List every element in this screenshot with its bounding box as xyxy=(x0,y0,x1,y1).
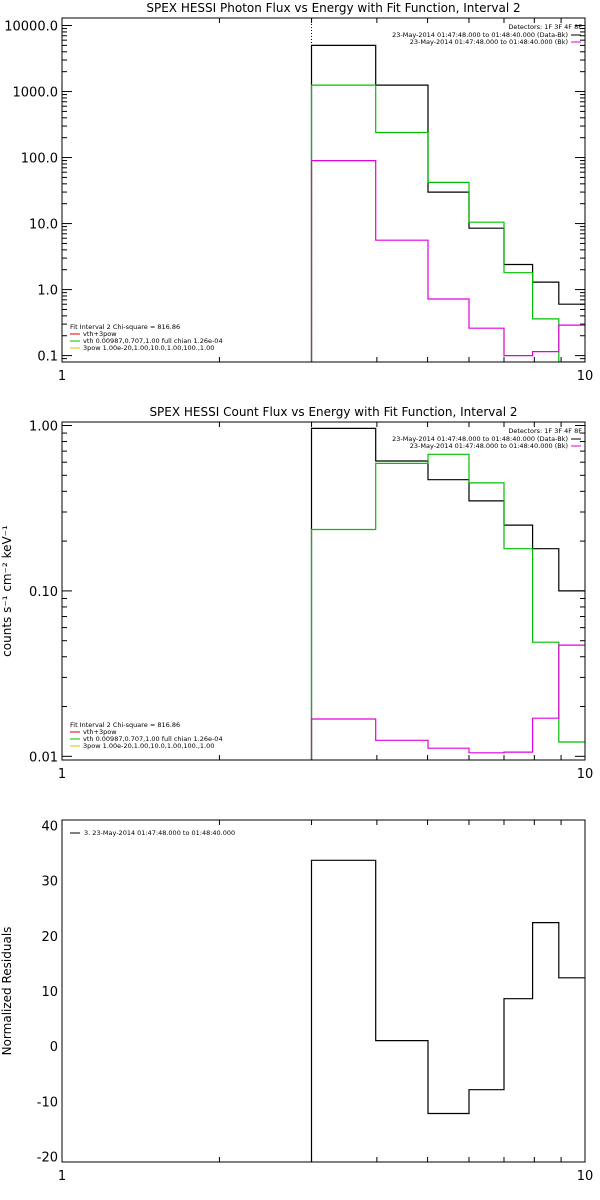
y-tick-label: -20 xyxy=(37,1150,58,1165)
legend-fit-header: Fit Interval 2 Chi-square = 816.86 xyxy=(70,721,180,729)
y-tick-label: 100.0 xyxy=(21,152,58,167)
legend-detectors: Detectors: 1F 3F 4F 8F xyxy=(508,427,582,435)
y-axis-label: counts s⁻¹ cm⁻² keV⁻¹ xyxy=(0,525,14,657)
x-tick-label: 1 xyxy=(58,369,66,384)
y-tick-label: 10.0 xyxy=(29,218,58,233)
chart-panel-1: SPEX HESSI Photon Flux vs Energy with Fi… xyxy=(4,1,593,384)
y-tick-label: 0.1 xyxy=(37,350,58,365)
plot-frame xyxy=(61,819,586,1163)
series-line-3 xyxy=(310,644,585,760)
legend-entry-label: 3pow 1.00e-20,1.00,10.0,1.00,100.,1.00 xyxy=(83,344,214,352)
series-group xyxy=(310,44,585,362)
legend-entry-label: vth+3pow xyxy=(83,728,117,736)
y-tick-label: 40 xyxy=(41,820,58,835)
series-line-1 xyxy=(310,427,585,760)
series-group xyxy=(310,427,585,760)
plot-frame xyxy=(61,421,586,761)
chart-panel-2: SPEX HESSI Count Flux vs Energy with Fit… xyxy=(0,405,593,782)
legend-entry-label: vth 0.00987,0.707,1.00 full chian 1.26e-… xyxy=(83,337,223,345)
y-tick-label: 1000.0 xyxy=(13,86,59,101)
legend-detectors: Detectors: 1F 3F 4F 8F xyxy=(508,23,582,31)
x-tick-label: 10 xyxy=(577,767,594,782)
legend-entry-label: 3. 23-May-2014 01:47:48.000 to 01:48:40.… xyxy=(84,829,235,837)
legend-entry-label: 23-May-2014 01:47:48.000 to 01:48:40.000… xyxy=(392,31,568,39)
plot-frame xyxy=(61,17,586,363)
y-tick-label: 1.0 xyxy=(37,284,58,299)
series-group xyxy=(310,859,585,1162)
legend-entry-label: vth 0.00987,0.707,1.00 full chian 1.26e-… xyxy=(83,735,223,743)
legend-fit-header: Fit Interval 2 Chi-square = 816.86 xyxy=(70,323,180,331)
x-tick-label: 1 xyxy=(58,1169,66,1184)
y-tick-label: 0.10 xyxy=(29,585,58,600)
chart-panel-3: Normalized Residuals 1 10 -20 -10 0 10 20 30 40 3.… xyxy=(0,819,594,1184)
x-tick-label: 10 xyxy=(577,369,594,384)
legend-entry-label: vth+3pow xyxy=(83,330,117,338)
y-tick-label: 10000.0 xyxy=(4,20,58,35)
x-tick-label: 1 xyxy=(58,767,66,782)
chart-title: SPEX HESSI Count Flux vs Energy with Fit… xyxy=(149,405,517,419)
y-tick-label: 1.00 xyxy=(29,420,58,435)
chart-title: SPEX HESSI Photon Flux vs Energy with Fi… xyxy=(146,1,520,15)
x-tick-label: 10 xyxy=(577,1169,594,1184)
y-tick-label: 10 xyxy=(41,985,58,1000)
y-tick-label: 0.01 xyxy=(29,750,58,765)
y-tick-label: -10 xyxy=(37,1095,58,1110)
series-line-1 xyxy=(310,44,585,362)
y-tick-label: 20 xyxy=(41,930,58,945)
legend-entry-label: 23-May-2014 01:47:48.000 to 01:48:40.000… xyxy=(410,442,568,450)
y-axis-label: Normalized Residuals xyxy=(0,927,14,1056)
series-line-2 xyxy=(310,84,585,362)
legend-entry-label: 23-May-2014 01:47:48.000 to 01:48:40.000… xyxy=(392,435,568,443)
legend-entry-label: 23-May-2014 01:47:48.000 to 01:48:40.000… xyxy=(410,38,568,46)
series-line-2 xyxy=(310,453,585,760)
legend-entry-label: 3pow 1.00e-20,1.00,10.0,1.00,100.,1.00 xyxy=(83,742,214,750)
series-line-3 xyxy=(310,160,585,362)
series-line-1 xyxy=(310,859,585,1162)
y-tick-label: 0 xyxy=(50,1040,58,1055)
y-tick-label: 30 xyxy=(41,875,58,890)
